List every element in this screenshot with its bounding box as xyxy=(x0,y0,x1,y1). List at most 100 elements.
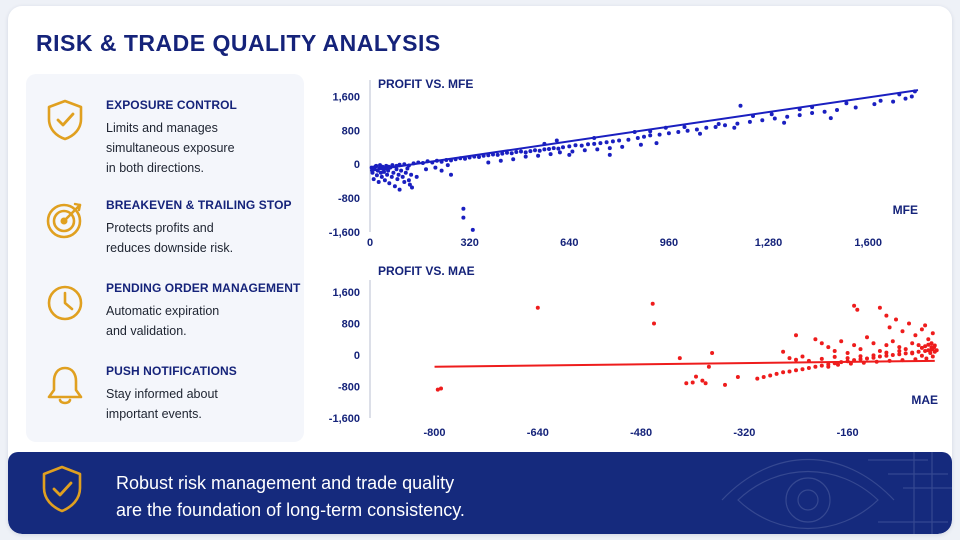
eye-icon xyxy=(721,452,952,534)
data-point xyxy=(800,367,805,372)
data-point xyxy=(703,381,708,386)
x-tick-label: -640 xyxy=(527,427,549,439)
data-point xyxy=(607,146,612,151)
data-point xyxy=(509,151,514,156)
data-point xyxy=(407,182,412,187)
data-point xyxy=(395,177,400,182)
page-title: RISK & TRADE QUALITY ANALYSIS xyxy=(36,30,441,56)
data-point xyxy=(604,140,609,145)
trend-line xyxy=(369,89,919,172)
x-tick-label: 1,280 xyxy=(755,237,783,249)
data-point xyxy=(810,111,815,115)
data-point xyxy=(923,344,928,349)
data-point xyxy=(592,141,597,146)
data-point xyxy=(819,363,824,368)
data-point xyxy=(685,128,690,133)
data-point xyxy=(826,364,831,369)
feature-line: Automatic expiration xyxy=(106,304,220,318)
x-tick-label: -160 xyxy=(837,427,859,439)
y-tick-label: -1,600 xyxy=(329,227,360,239)
x-tick-label: -320 xyxy=(733,427,755,439)
charts-area: PROFIT VS. MFE 1,600 800 0 -800 -1,600 0 320 640… xyxy=(329,77,939,439)
data-point xyxy=(822,109,827,114)
data-point xyxy=(844,101,849,106)
data-point xyxy=(535,305,540,310)
data-point xyxy=(694,127,699,132)
data-point xyxy=(858,347,863,352)
data-point xyxy=(910,341,915,346)
footer-banner: Robust risk management and trade quality… xyxy=(8,452,952,534)
data-point xyxy=(865,356,869,361)
data-point xyxy=(704,125,709,130)
data-point xyxy=(884,350,889,355)
data-point xyxy=(897,352,902,357)
data-point xyxy=(505,150,509,155)
shield-check-icon xyxy=(47,99,83,141)
data-point xyxy=(710,351,715,355)
data-point xyxy=(907,321,911,326)
data-point xyxy=(554,138,559,143)
data-point xyxy=(638,142,643,147)
data-point xyxy=(396,172,401,177)
data-point xyxy=(371,177,376,182)
data-point xyxy=(424,167,428,172)
target-icon xyxy=(46,202,82,239)
data-point xyxy=(781,349,786,354)
data-point xyxy=(706,364,711,369)
data-point xyxy=(666,131,671,136)
data-point xyxy=(858,357,863,362)
clock-icon xyxy=(47,285,83,321)
data-point xyxy=(738,103,743,108)
data-point xyxy=(523,150,528,155)
data-point xyxy=(794,357,798,362)
data-point xyxy=(813,337,818,342)
y-tick-label: -800 xyxy=(338,193,360,205)
data-point xyxy=(582,148,587,153)
features-panel: EXPOSURE CONTROL Limits and manages simu… xyxy=(26,74,304,442)
feature-title: EXPOSURE CONTROL xyxy=(106,98,237,112)
data-point xyxy=(610,139,615,144)
x-axis-label: MAE xyxy=(911,393,938,407)
data-point xyxy=(519,149,523,154)
data-point xyxy=(449,172,453,177)
data-point xyxy=(794,368,798,373)
y-tick-label: 0 xyxy=(354,159,360,171)
data-point xyxy=(374,173,379,178)
data-point xyxy=(735,121,740,126)
data-point xyxy=(929,341,934,346)
data-point xyxy=(477,155,481,159)
data-point xyxy=(845,356,850,361)
data-point xyxy=(924,356,929,361)
data-point xyxy=(872,102,877,107)
data-point xyxy=(760,118,765,123)
y-tick-label: -1,600 xyxy=(329,413,360,425)
data-point xyxy=(884,353,889,358)
data-point xyxy=(806,366,811,370)
data-point xyxy=(626,137,631,142)
data-point xyxy=(635,136,640,140)
x-tick-label: 320 xyxy=(460,237,478,249)
data-point xyxy=(700,378,705,383)
data-point xyxy=(390,163,395,168)
data-point xyxy=(557,150,562,155)
data-point xyxy=(378,170,383,175)
data-point xyxy=(684,381,689,386)
data-point xyxy=(537,148,542,153)
data-point xyxy=(435,387,440,392)
data-point xyxy=(676,130,681,134)
data-point xyxy=(642,134,646,139)
data-point xyxy=(514,150,519,154)
data-point xyxy=(542,147,547,152)
banner-message: Robust risk management and trade quality… xyxy=(116,470,676,524)
data-point xyxy=(858,354,863,359)
data-point xyxy=(903,96,908,101)
data-point xyxy=(923,323,928,328)
data-point xyxy=(570,149,575,154)
data-point xyxy=(926,337,931,342)
feature-line: Limits and manages xyxy=(106,121,218,135)
data-point xyxy=(897,349,902,353)
data-point xyxy=(897,345,902,350)
feature-title: BREAKEVEN & TRAILING STOP xyxy=(106,198,292,212)
data-point xyxy=(391,170,396,175)
data-point xyxy=(698,131,702,136)
